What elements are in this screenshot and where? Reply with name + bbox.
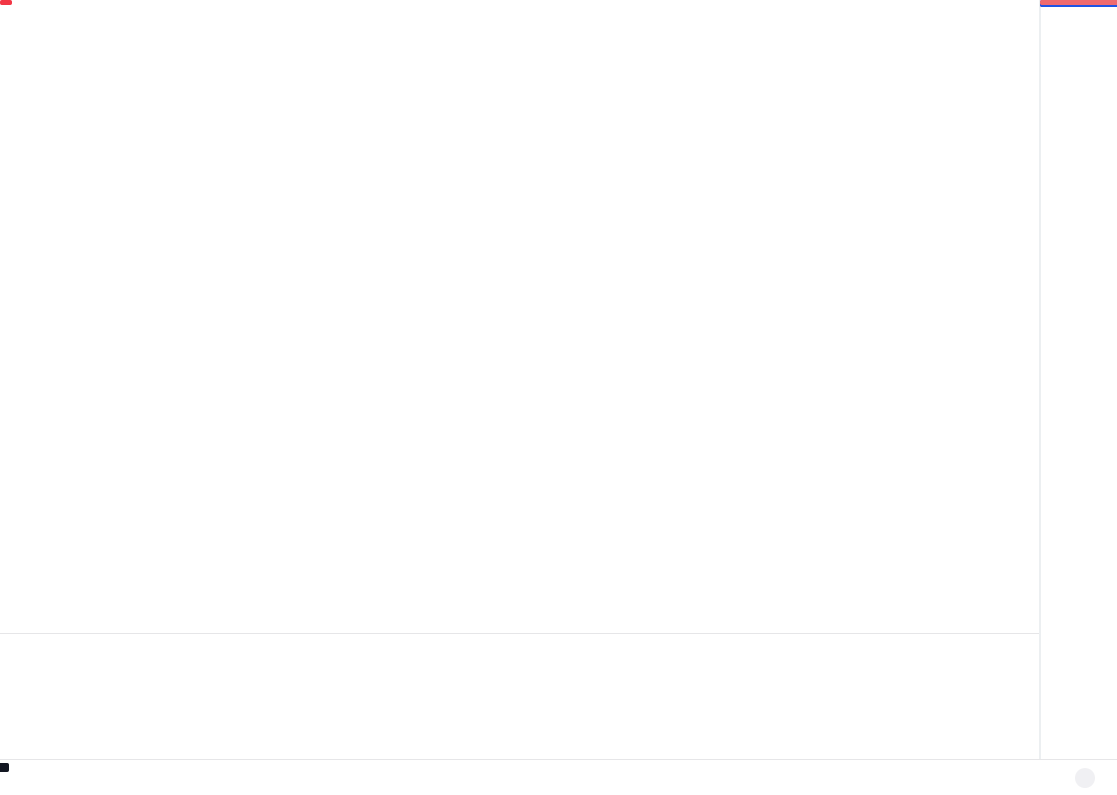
price-chart-canvas [0,0,1040,632]
volume-value-badge[interactable] [1040,0,1117,5]
price-axis[interactable] [1040,0,1117,759]
autoscale-button[interactable] [1075,768,1095,788]
price-chart-pane[interactable] [0,0,1040,632]
time-axis[interactable] [0,759,1117,795]
indicator-canvas [0,634,1040,759]
axis-divider [1039,0,1040,759]
oscillator-indicator-pane[interactable] [0,633,1040,759]
crosshair-date-badge [0,763,9,772]
ticker-symbol-badge[interactable] [0,0,12,5]
